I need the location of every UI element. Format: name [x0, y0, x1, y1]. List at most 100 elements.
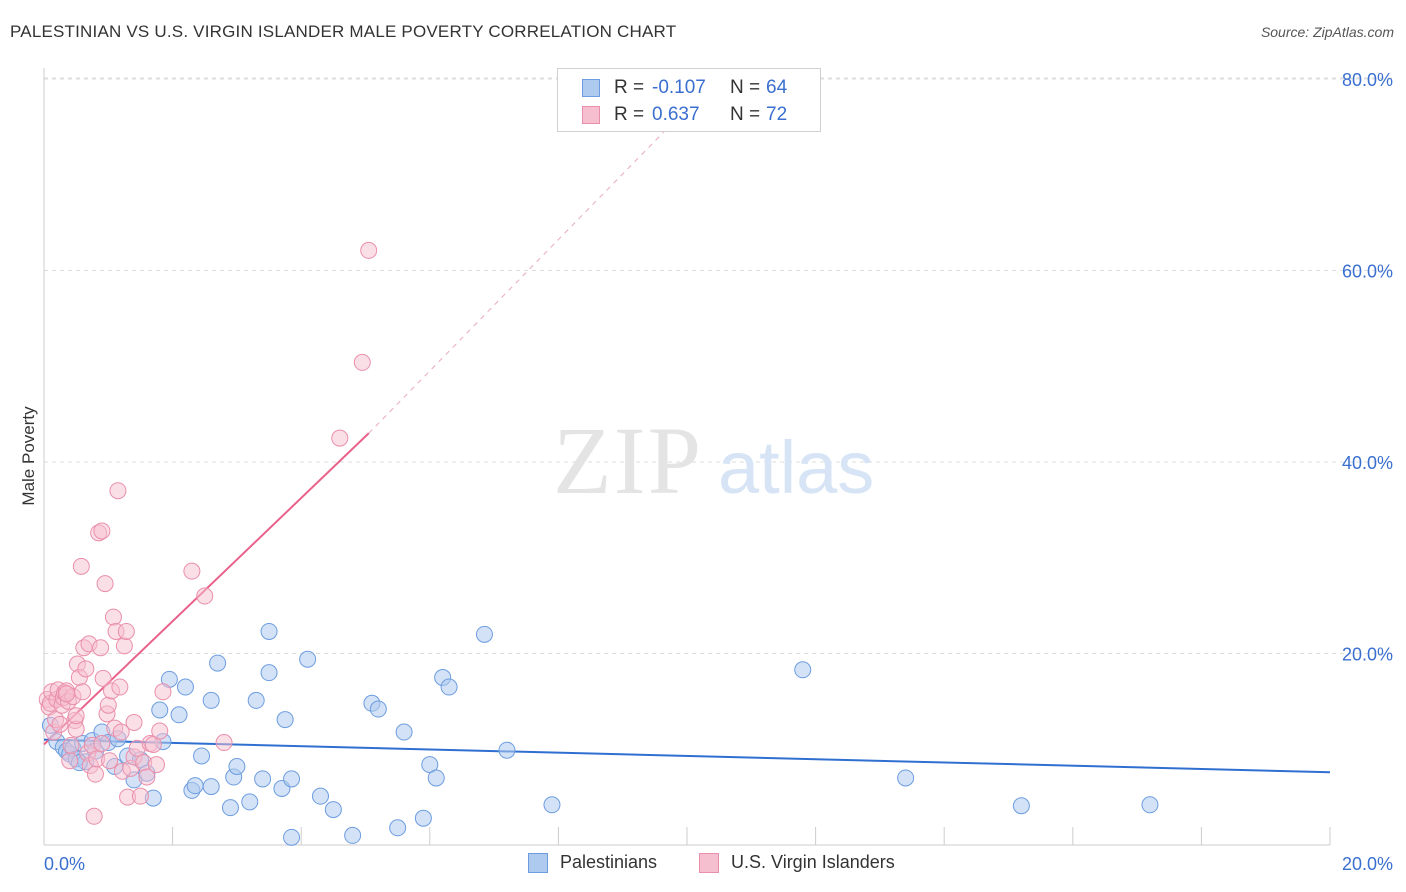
point-virgin-islander [58, 685, 76, 703]
point-palestinian [202, 691, 220, 709]
legend-swatch-blue [528, 852, 548, 873]
legend-label: U.S. Virgin Islanders [731, 852, 895, 872]
point-virgin-islander [77, 660, 95, 678]
series-legend: Palestinians U.S. Virgin Islanders [0, 852, 1406, 876]
point-virgin-islander [93, 735, 111, 753]
legend-r-value: 0.637 [652, 104, 700, 125]
point-palestinian [202, 778, 220, 796]
axes [43, 68, 1331, 846]
point-virgin-islander [99, 696, 117, 714]
point-palestinian [283, 770, 301, 788]
point-palestinian [151, 701, 169, 719]
point-virgin-islander [72, 557, 90, 575]
point-virgin-islander [148, 756, 166, 774]
point-virgin-islander [51, 715, 69, 733]
point-palestinian [283, 828, 301, 846]
point-palestinian [221, 799, 239, 817]
grid-lines [44, 77, 1392, 654]
legend-item-virgin-islanders[interactable]: U.S. Virgin Islanders [699, 852, 895, 873]
watermark-zip: ZIP [553, 407, 703, 514]
point-virgin-islander [74, 683, 92, 701]
point-palestinian [228, 757, 246, 775]
legend-n-value: 64 [766, 77, 788, 98]
tick-labels: 20.0% 40.0% 60.0% 80.0% 0.0% 20.0% [44, 70, 1393, 874]
point-virgin-islander [96, 575, 114, 593]
source-label: Source: ZipAtlas.com [1260, 24, 1394, 40]
point-palestinian [260, 622, 278, 640]
trend-extension-virgin-islanders [368, 88, 707, 434]
point-palestinian [260, 664, 278, 682]
legend-n-value: 72 [766, 104, 788, 125]
point-palestinian [427, 769, 445, 787]
y-axis-label: Male Poverty [19, 406, 38, 506]
watermark-atlas: atlas [718, 426, 874, 509]
point-palestinian [498, 741, 516, 759]
point-virgin-islander [131, 787, 149, 805]
legend-row-palestinians: R = -0.107 N = 64 [582, 77, 787, 99]
data-points [38, 241, 1159, 846]
point-palestinian [170, 706, 188, 724]
legend-row-virgin-islanders: R = 0.637 N = 72 [582, 104, 787, 126]
point-virgin-islander [94, 669, 112, 687]
point-palestinian [369, 700, 387, 718]
point-virgin-islander [196, 587, 214, 605]
point-virgin-islander [360, 241, 378, 259]
point-virgin-islander [67, 707, 85, 725]
x-tick-label: 0.0% [44, 854, 85, 874]
legend-r-label: R = [614, 77, 645, 98]
point-palestinian [241, 793, 259, 811]
point-virgin-islander [92, 639, 110, 657]
point-palestinian [1141, 796, 1159, 814]
point-virgin-islander [104, 608, 122, 626]
point-palestinian [176, 678, 194, 696]
correlation-legend: R = -0.107 N = 64 R = 0.637 N = 72 [557, 68, 821, 132]
point-virgin-islander [353, 353, 371, 371]
point-virgin-islander [85, 807, 103, 825]
point-palestinian [254, 770, 272, 788]
point-virgin-islander [112, 723, 130, 741]
y-tick-label: 20.0% [1342, 645, 1393, 665]
point-palestinian [543, 796, 561, 814]
legend-r-label: R = [614, 104, 645, 125]
point-palestinian [324, 801, 342, 819]
y-tick-label: 40.0% [1342, 453, 1393, 473]
point-virgin-islander [151, 722, 169, 740]
y-tick-label: 60.0% [1342, 262, 1393, 282]
x-tick-label: 20.0% [1342, 854, 1393, 874]
point-palestinian [475, 625, 493, 643]
point-palestinian [186, 777, 204, 795]
point-palestinian [414, 809, 432, 827]
point-virgin-islander [61, 752, 79, 770]
point-palestinian [897, 769, 915, 787]
point-virgin-islander [138, 768, 156, 786]
point-virgin-islander [101, 752, 119, 770]
point-virgin-islander [117, 622, 135, 640]
legend-n-label: N = [730, 104, 761, 125]
chart-title: PALESTINIAN VS U.S. VIRGIN ISLANDER MALE… [10, 22, 677, 41]
point-virgin-islander [215, 734, 233, 752]
legend-swatch-pink [699, 852, 719, 873]
point-palestinian [389, 819, 407, 837]
trend-line-palestinians [43, 738, 1331, 774]
point-virgin-islander [154, 683, 172, 701]
legend-swatch-blue [582, 79, 600, 97]
point-virgin-islander [183, 562, 201, 580]
point-virgin-islander [93, 522, 111, 540]
point-virgin-islander [115, 637, 133, 655]
point-palestinian [276, 711, 294, 729]
point-palestinian [193, 747, 211, 765]
legend-item-palestinians[interactable]: Palestinians [528, 852, 657, 873]
legend-r-value: -0.107 [652, 77, 706, 98]
point-palestinian [299, 650, 317, 668]
legend-swatch-pink [582, 106, 600, 124]
point-virgin-islander [111, 678, 129, 696]
point-palestinian [1012, 797, 1030, 815]
point-palestinian [794, 661, 812, 679]
point-palestinian [344, 826, 362, 844]
point-palestinian [440, 678, 458, 696]
point-virgin-islander [109, 482, 127, 500]
point-palestinian [395, 723, 413, 741]
point-virgin-islander [331, 429, 349, 447]
legend-n-label: N = [730, 77, 761, 98]
